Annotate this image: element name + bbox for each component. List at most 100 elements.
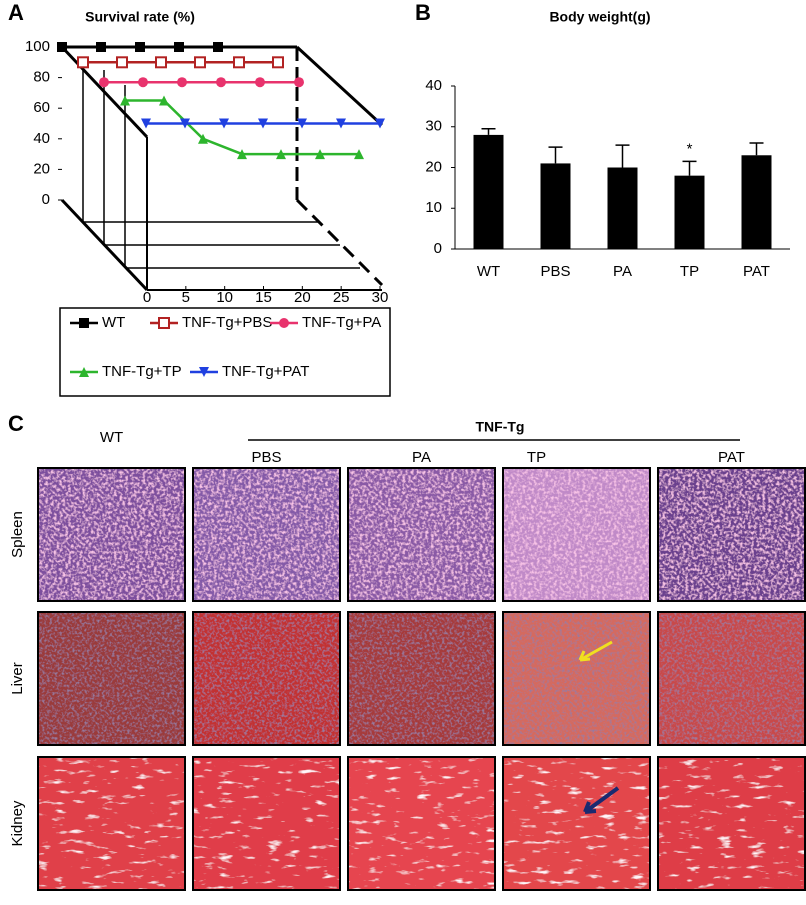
legend-label: TNF-Tg+TP — [102, 363, 182, 380]
panel-label: A — [8, 0, 24, 25]
x-tick-label: 5 — [182, 289, 190, 306]
marker — [279, 318, 289, 328]
marker — [258, 118, 268, 129]
histology-image — [658, 757, 805, 890]
bar — [473, 134, 504, 249]
image-border — [502, 756, 651, 891]
marker — [120, 95, 130, 106]
marker — [354, 149, 364, 160]
marker — [141, 118, 151, 129]
marker — [237, 149, 247, 160]
marker — [336, 118, 346, 129]
marker — [199, 367, 209, 377]
column-label: PA — [412, 449, 431, 466]
error-bar — [615, 144, 630, 168]
x-tick-label: 25 — [333, 289, 350, 306]
histology-image — [658, 612, 805, 745]
y-tick-label: 100 — [25, 38, 50, 55]
marker — [138, 77, 148, 88]
y-tick-label: 20 — [425, 158, 442, 175]
group-label: TNF-Tg — [476, 419, 525, 435]
histology-image — [38, 757, 185, 890]
marker — [272, 56, 284, 69]
marker — [79, 318, 89, 328]
marker — [180, 118, 190, 129]
marker — [276, 149, 286, 160]
panel-label: C — [8, 411, 24, 436]
marker — [294, 77, 304, 88]
y-tick-label: 0 — [42, 191, 50, 208]
histology-image — [193, 612, 340, 745]
histology-image — [503, 757, 650, 890]
histology-image — [348, 612, 495, 745]
marker — [135, 42, 145, 52]
legend-label: WT — [102, 314, 125, 331]
error-bar — [682, 160, 697, 176]
marker — [77, 56, 89, 69]
histology-image — [193, 757, 340, 890]
chart-title: Survival rate (%) — [85, 9, 195, 25]
x-tick-label: 30 — [372, 289, 389, 306]
histology-image — [348, 757, 495, 890]
row-label: Liver — [9, 662, 26, 695]
image-border — [502, 611, 651, 746]
marker — [96, 42, 106, 52]
image-border — [657, 611, 806, 746]
x-tick-label: 10 — [216, 289, 233, 306]
marker — [315, 149, 325, 160]
image-border — [502, 467, 651, 602]
histology-image — [503, 612, 650, 745]
bar — [741, 155, 772, 249]
marker — [177, 77, 187, 88]
histology-image — [38, 468, 185, 601]
image-border — [192, 611, 341, 746]
marker — [194, 56, 206, 69]
marker — [233, 56, 245, 69]
histology-image — [38, 612, 185, 745]
image-border — [347, 611, 496, 746]
legend-label: TNF-Tg+PBS — [182, 314, 272, 331]
marker — [174, 42, 184, 52]
y-tick-label: 80 — [33, 69, 50, 86]
legend-label: TNF-Tg+PA — [302, 314, 381, 331]
arrow — [583, 786, 620, 814]
x-tick-label: 15 — [255, 289, 272, 306]
marker — [375, 118, 385, 129]
x-tick-label: PBS — [540, 263, 570, 280]
image-border — [347, 756, 496, 891]
marker — [297, 118, 307, 129]
image-border — [192, 467, 341, 602]
column-label: PAT — [718, 449, 745, 466]
y-tick-label: 10 — [425, 199, 442, 216]
y-tick-label: 30 — [425, 118, 442, 135]
column-label: WT — [100, 429, 123, 446]
y-tick-label: 0 — [434, 240, 442, 257]
legend-box — [59, 307, 391, 397]
histology-image — [658, 468, 805, 601]
image-border — [37, 611, 186, 746]
marker — [198, 133, 208, 144]
histology-image — [193, 468, 340, 601]
marker — [158, 317, 170, 329]
image-border — [657, 467, 806, 602]
marker — [116, 56, 128, 69]
image-border — [192, 756, 341, 891]
image-border — [37, 756, 186, 891]
annotation: * — [687, 140, 693, 157]
x-tick-label: WT — [477, 263, 500, 280]
y-tick-label: 40 — [33, 130, 50, 147]
marker — [213, 42, 223, 52]
histology-image — [503, 468, 650, 601]
bar — [540, 163, 571, 249]
y-tick-label: 60 — [33, 99, 50, 116]
image-border — [657, 756, 806, 891]
error-bar — [481, 128, 496, 135]
marker — [255, 77, 265, 88]
row-label: Spleen — [9, 511, 26, 558]
arrow — [578, 640, 613, 662]
histology-image — [348, 468, 495, 601]
panel-label: B — [415, 0, 431, 25]
x-tick-label: 20 — [294, 289, 311, 306]
error-bar — [749, 142, 764, 156]
x-tick-label: 0 — [143, 289, 151, 306]
